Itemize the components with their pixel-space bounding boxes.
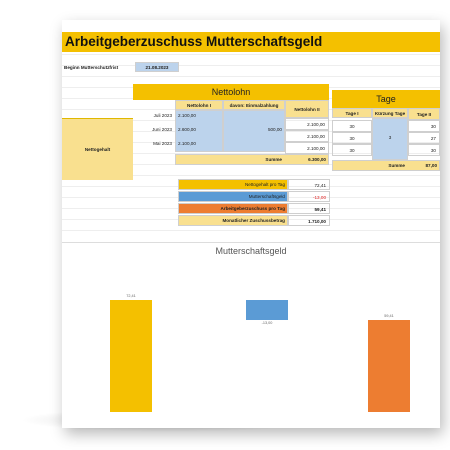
summary-zuschuss-value: 59,41 (288, 203, 330, 214)
waterfall-chart: 72,41 -13,00 59,41 (62, 260, 440, 420)
summary-label-bg (178, 179, 288, 190)
nettolohn-1-cell[interactable]: 2.600,00 (178, 127, 196, 132)
einmalzahlung-block (223, 110, 285, 152)
summary-nettogehalt-label: Nettogehalt pro Tag (244, 182, 285, 187)
summary-label-bg (178, 215, 288, 226)
col-kuerzung: Kürzung Tage (372, 108, 408, 118)
summary-label-bg (178, 203, 288, 214)
nettolohn-sum-row (175, 154, 329, 165)
col-nettolohn-2: Nettolohn II (285, 100, 329, 118)
tage-2-cell: 30 (408, 144, 440, 156)
nettolohn-sum-value: 6.300,00 (308, 157, 326, 162)
einmalzahlung-cell[interactable]: 500,00 (267, 127, 282, 132)
tage-2-cell: 30 (408, 120, 440, 132)
tage-sum-value: 87,00 (425, 163, 438, 168)
nettolohn-sum-label: Summe (265, 157, 282, 162)
chart-data-label: 59,41 (384, 313, 394, 318)
tage-2-cell: 27 (408, 132, 440, 144)
summary-monatlich-value: 1.710,00 (288, 215, 330, 226)
beginn-label: Beginn Mutterschutzfrist (64, 65, 119, 70)
tage-sum-row (332, 160, 440, 171)
nettolohn-2-cell: 2.100,00 (285, 130, 329, 142)
summary-monatlich-label: Monatlicher Zuschussbetrag (222, 218, 285, 223)
kuerzung-block (372, 118, 408, 160)
month-label: Mai 2023 (153, 141, 172, 146)
beginn-date-field[interactable]: 21.08.2023 (135, 62, 179, 72)
tage-sum-label: Summe (388, 163, 405, 168)
summary-mutterschaftsgeld-label: Mutterschaftsgeld (248, 194, 285, 199)
chart-bar (246, 299, 288, 320)
tage-1-cell: 30 (332, 120, 372, 132)
nettolohn-2-cell: 2.100,00 (285, 142, 329, 154)
nettolohn-header: Nettolohn (133, 84, 329, 100)
col-einmalzahlung: davon: Einmalzahlung (223, 100, 285, 110)
summary-label-bg (178, 191, 288, 202)
col-tage-1: Tage I (332, 108, 372, 118)
col-nettolohn-1: Nettolohn I (175, 100, 223, 110)
chart-bar (368, 319, 410, 412)
nettolohn-1-cell[interactable]: 2.100,00 (178, 141, 196, 146)
summary-zuschuss-label: Arbeitgeberzuschuss pro Tag (220, 206, 286, 211)
month-label: Juni 2023 (152, 127, 172, 132)
tage-header: Tage (332, 90, 440, 108)
summary-mutterschaftsgeld-value: -13,00 (288, 191, 330, 202)
chart-bar (110, 299, 152, 412)
tage-1-cell: 30 (332, 132, 372, 144)
nettolohn-1-cell[interactable]: 2.100,00 (178, 113, 196, 118)
chart-data-label: -13,00 (261, 320, 273, 325)
tage-1-cell: 30 (332, 144, 372, 156)
chart-title: Mutterschaftsgeld (215, 246, 287, 256)
sheet-title: Arbeitgeberzuschuss Mutterschaftsgeld (62, 32, 440, 52)
nettolohn-1-block (175, 110, 223, 152)
chart-data-label: 72,41 (126, 293, 136, 298)
nettogehalt-label: Nettogehalt (62, 118, 133, 180)
month-label: Juli 2023 (153, 113, 172, 118)
summary-nettogehalt-value: 72,41 (288, 179, 330, 190)
col-tage-2: Tage II (408, 108, 440, 120)
kuerzung-cell[interactable]: 3 (388, 135, 392, 140)
nettolohn-2-cell: 2.100,00 (285, 118, 329, 130)
spreadsheet-page: Arbeitgeberzuschuss Mutterschaftsgeld Be… (62, 20, 440, 428)
